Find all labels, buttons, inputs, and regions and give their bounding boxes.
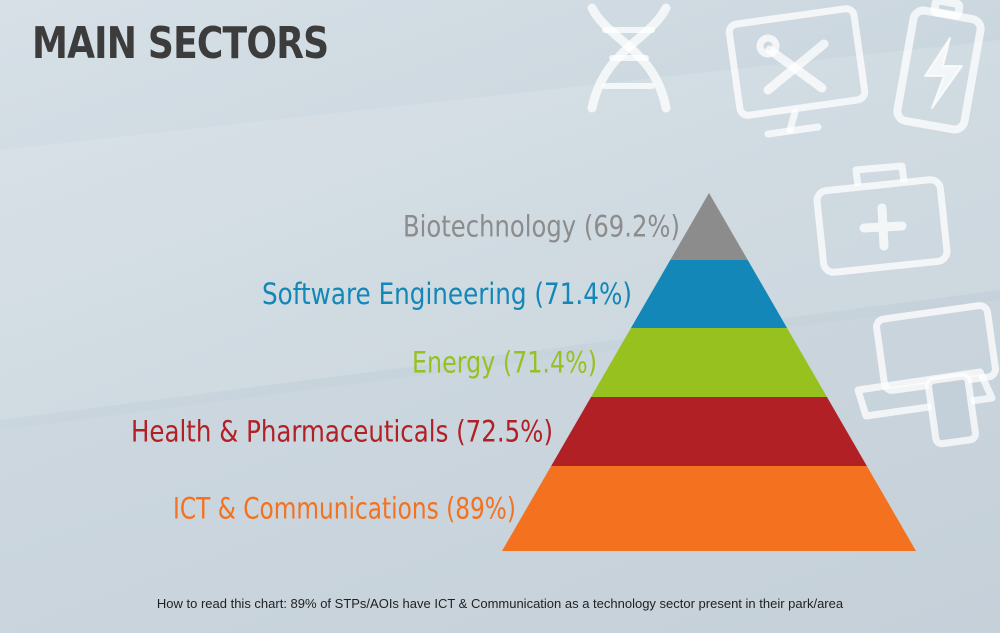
pyramid-segment: [502, 466, 916, 551]
segment-label: Biotechnology (69.2%): [403, 210, 680, 244]
pyramid-segment: [630, 260, 788, 328]
dna-icon: [587, 3, 671, 113]
chart-caption: How to read this chart: 89% of STPs/AOIs…: [156, 596, 844, 611]
segment-label: Health & Pharmaceuticals (72.5%): [131, 415, 553, 449]
segment-label: ICT & Communications (89%): [173, 492, 516, 526]
monitor-tools-icon: [725, 5, 869, 138]
medical-kit-icon: [813, 162, 951, 276]
pyramid-segment: [591, 328, 827, 397]
segment-label: Software Engineering (71.4%): [262, 277, 632, 311]
slide-title: MAIN SECTORS: [32, 18, 329, 69]
background-band: [0, 40, 1000, 420]
pyramid-segment: [670, 193, 748, 260]
battery-icon: [893, 0, 985, 134]
segment-label: Energy (71.4%): [412, 346, 597, 380]
pyramid-segment: [551, 397, 867, 466]
laptop-phone-icon: [854, 302, 999, 448]
